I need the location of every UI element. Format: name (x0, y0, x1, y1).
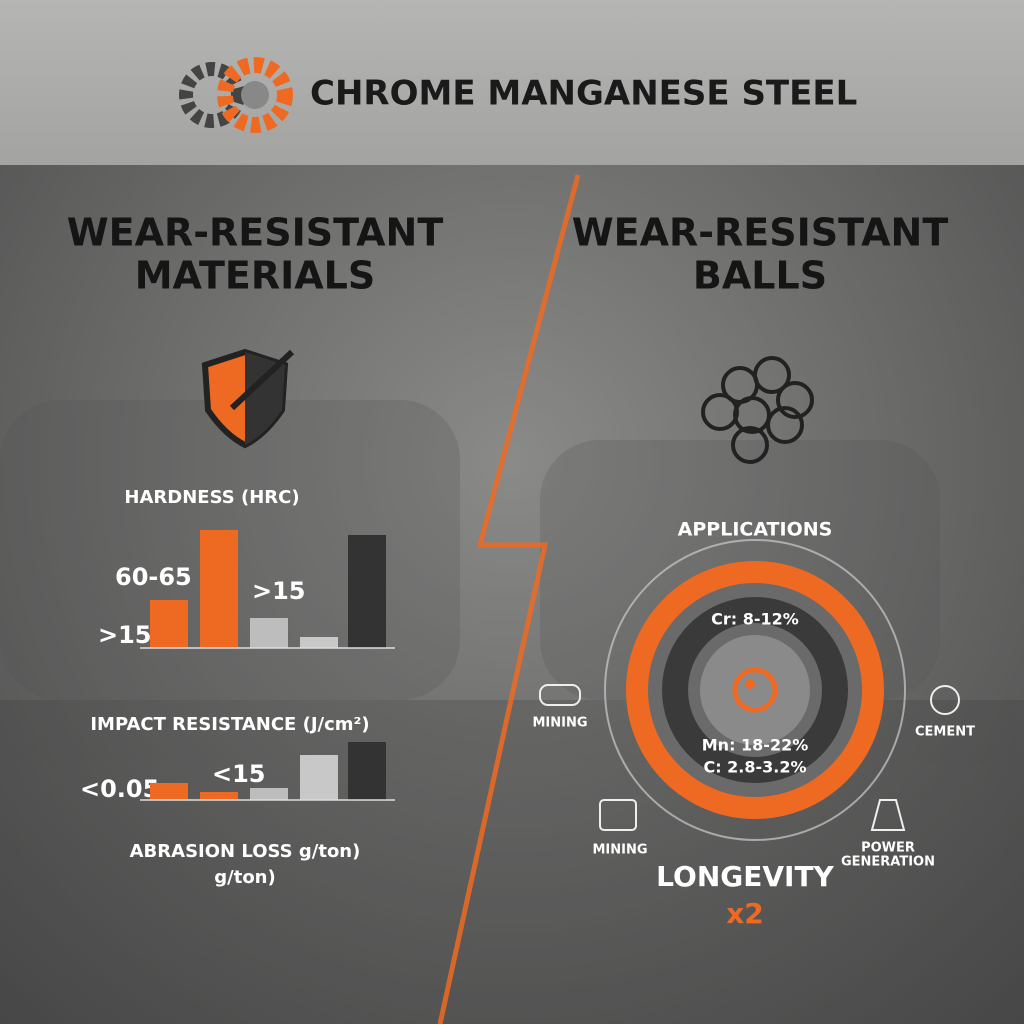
right-heading: WEAR-RESISTANT (572, 211, 949, 255)
header-title: CHROME MANGANESE STEEL (310, 74, 857, 114)
longevity: LONGEVITY (656, 860, 834, 893)
bar-label: >15 (252, 577, 306, 605)
impact-bars (140, 742, 395, 801)
app-label: GENERATION (841, 855, 935, 870)
abrasion-title: g/ton) (214, 867, 275, 888)
composition: C: 2.8-3.2% (703, 758, 806, 777)
app-label: POWER (861, 841, 915, 856)
bar-label: >15 (98, 621, 152, 649)
abrasion-title: ABRASION LOSS g/ton) (130, 841, 361, 862)
longevity-value: x2 (726, 897, 764, 930)
rings (604, 539, 906, 841)
bar-label: <15 (212, 760, 266, 788)
balls-icon (701, 356, 814, 464)
shield-icon (201, 348, 295, 449)
applications-title: APPLICATIONS (678, 519, 833, 541)
hardness-bars (140, 530, 395, 649)
app-label: CEMENT (915, 725, 975, 740)
impact-title: IMPACT RESISTANCE (J/cm²) (90, 714, 369, 735)
right-heading: BALLS (693, 254, 827, 298)
bar-label: <0.05 (80, 775, 159, 803)
divider (437, 174, 581, 1025)
hardness-title: HARDNESS (HRC) (124, 487, 299, 508)
gear-icon (179, 57, 293, 133)
app-label: MINING (592, 843, 647, 858)
left-heading: MATERIALS (135, 254, 376, 298)
composition: Cr: 8-12% (711, 610, 799, 629)
header-band (0, 0, 1024, 165)
bar-label: 60-65 (115, 563, 192, 591)
composition: Mn: 18-22% (702, 736, 808, 755)
app-label: MINING (532, 716, 587, 731)
app-icons (539, 684, 960, 831)
left-heading: WEAR-RESISTANT (67, 211, 444, 255)
